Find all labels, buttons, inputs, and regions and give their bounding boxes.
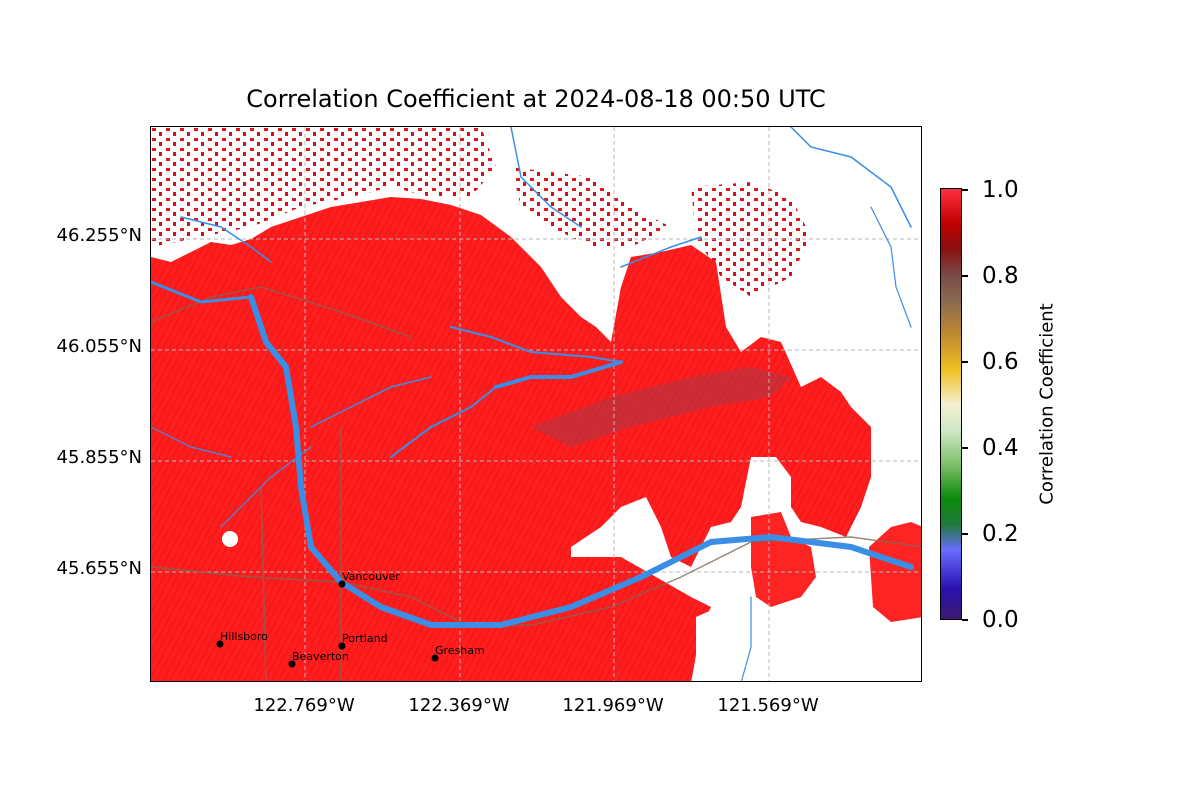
city-label: Vancouver <box>342 570 400 583</box>
city-label: Portland <box>342 632 388 645</box>
colorbar-tick <box>962 447 968 449</box>
colorbar-tick-label: 0.0 <box>982 607 1019 633</box>
city-label: Gresham <box>435 644 485 657</box>
echo-east-blob <box>751 512 816 607</box>
colorbar <box>940 188 962 620</box>
colorbar-tick-label: 0.4 <box>982 435 1019 461</box>
colorbar-tick-label: 0.2 <box>982 521 1019 547</box>
city-label: Beaverton <box>292 650 349 663</box>
city-marker-gresham[interactable]: Gresham <box>431 644 485 662</box>
map-title: Correlation Coefficient at 2024-08-18 00… <box>246 85 826 113</box>
lat-tick-label: 46.255°N <box>56 225 142 246</box>
lon-tick-label: 121.569°W <box>717 695 819 716</box>
city-marker-vancouver[interactable]: Vancouver <box>338 570 401 588</box>
lat-tick-label: 45.855°N <box>56 447 142 468</box>
lon-tick-label: 122.369°W <box>408 695 510 716</box>
colorbar-tick <box>962 361 968 363</box>
radar-map[interactable]: Vancouver Portland Hillsboro Beaverton G… <box>150 126 922 682</box>
low-cc-band <box>531 367 791 447</box>
city-marker-hillsboro[interactable]: Hillsboro <box>216 630 269 648</box>
lon-tick-label: 121.969°W <box>562 695 664 716</box>
echo-north-speckle <box>691 182 811 297</box>
city-marker-portland[interactable]: Portland <box>338 632 388 650</box>
colorbar-tick <box>962 533 968 535</box>
colorbar-tick <box>962 275 968 277</box>
colorbar-tick-label: 0.6 <box>982 349 1019 375</box>
lon-tick-label: 122.769°W <box>253 695 355 716</box>
echo-north-speckle <box>511 167 671 247</box>
colorbar-tick-label: 0.8 <box>982 263 1019 289</box>
lat-tick-label: 45.655°N <box>56 558 142 579</box>
echo-main-region <box>151 197 871 681</box>
rivers <box>151 127 914 681</box>
clear-air-gap <box>696 597 771 681</box>
city-marker-beaverton[interactable]: Beaverton <box>288 650 349 668</box>
colorbar-tick-label: 1.0 <box>982 177 1019 203</box>
colorbar-tick <box>962 619 968 621</box>
colorbar-title: Correlation Coefficient <box>1036 303 1058 505</box>
echo-north-speckle <box>151 127 496 247</box>
city-label: Hillsboro <box>220 630 268 643</box>
radar-map-canvas: Vancouver Portland Hillsboro Beaverton G… <box>151 127 921 681</box>
radar-site-gap <box>222 531 238 547</box>
colorbar-tick <box>962 189 968 191</box>
lat-tick-label: 46.055°N <box>56 336 142 357</box>
